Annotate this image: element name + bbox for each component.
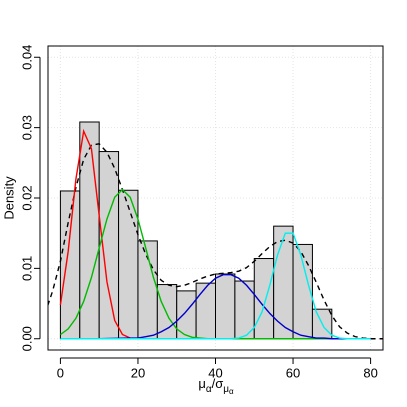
bar <box>156 284 178 340</box>
x-axis-label-part: /σ <box>212 376 224 391</box>
density-curve <box>60 232 371 340</box>
x-tick-label: 20 <box>131 365 145 380</box>
bar <box>79 121 100 340</box>
x-tick-label: 80 <box>363 365 377 380</box>
y-axis-label: Density <box>1 176 16 220</box>
density-curve <box>48 143 383 340</box>
plot-area <box>48 121 383 340</box>
x-tick-label: 0 <box>57 365 64 380</box>
y-tick-label: 0.03 <box>19 115 34 140</box>
x-axis-label-part: μ <box>198 376 206 391</box>
bar <box>195 282 216 340</box>
x-axis-label-part: μ <box>223 384 229 395</box>
y-tick-label: 0.04 <box>19 45 34 70</box>
plot-frame <box>47 45 384 351</box>
y-tick-label: 0.02 <box>19 185 34 210</box>
y-tick-label: 0.01 <box>19 256 34 281</box>
x-tick-label: 60 <box>286 365 300 380</box>
x-tick-label: 40 <box>208 365 222 380</box>
x-axis-label-part: α <box>229 387 234 396</box>
x-axis-label-part: α <box>206 384 212 395</box>
bar <box>215 273 236 340</box>
x-axis-label: μα/σμα <box>198 376 234 396</box>
y-tick-label: 0.00 <box>19 326 34 351</box>
bar <box>292 243 313 340</box>
density-curve <box>60 274 371 340</box>
